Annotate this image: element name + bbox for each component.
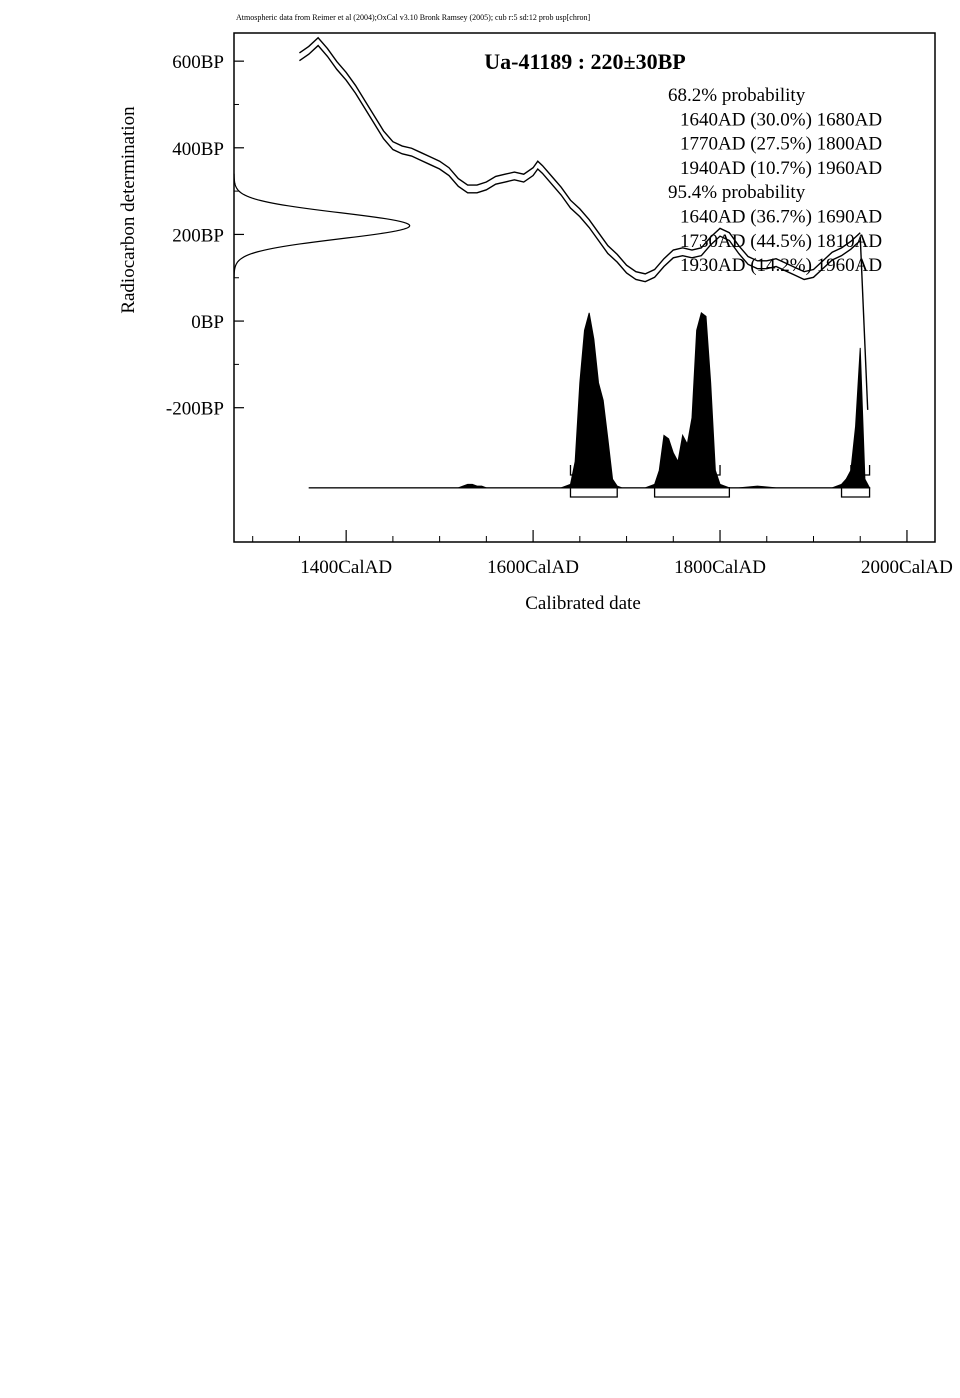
x-tick-label: 1800CalAD [674, 557, 766, 578]
range-bracket-68 [691, 465, 721, 476]
range-bracket-95 [840, 487, 871, 498]
measurement-distribution [233, 173, 411, 278]
legend-heading: 95.4% probability [668, 182, 806, 203]
chart-marks [233, 36, 871, 498]
legend-range: 1730AD (44.5%) 1810AD [680, 231, 882, 252]
legend-range: 1770AD (27.5%) 1800AD [680, 134, 882, 155]
legend-range: 1640AD (36.7%) 1690AD [680, 207, 882, 228]
x-tick-label: 1400CalAD [300, 557, 392, 578]
x-axis-title: Calibrated date [525, 593, 641, 614]
y-axis-title: Radiocarbon determination [118, 106, 139, 314]
range-bracket-68 [569, 465, 609, 476]
legend-range: 1930AD (14.2%) 1960AD [680, 255, 882, 276]
range-bracket-95 [569, 487, 618, 498]
x-axis: 1400CalAD 1600CalAD 1800CalAD 2000CalAD [252, 530, 953, 578]
x-tick-label: 1600CalAD [487, 557, 579, 578]
range-bracket-68 [850, 465, 871, 476]
chart-title: Ua-41189 : 220±30BP [484, 49, 686, 74]
y-tick-label: -200BP [166, 399, 224, 420]
y-tick-label: 600BP [172, 52, 224, 73]
calibrated-probability-area [308, 312, 871, 489]
header-note: Atmospheric data from Reimer et al (2004… [236, 13, 590, 22]
y-tick-label: 400BP [172, 139, 224, 160]
x-tick-label: 2000CalAD [861, 557, 953, 578]
y-tick-label: 200BP [172, 225, 224, 246]
plot-frame [233, 32, 936, 543]
legend-range: 1640AD (30.0%) 1680AD [680, 109, 882, 130]
calibration-curve-lower [299, 44, 861, 283]
calibration-curve-tail [859, 236, 869, 410]
calibration-curve-upper [299, 36, 861, 275]
y-axis: 600BP 400BP 200BP 0BP -200BP [166, 52, 244, 420]
range-bracket-95 [653, 487, 731, 498]
y-tick-label: 0BP [191, 312, 224, 333]
legend-heading: 68.2% probability [668, 85, 806, 106]
legend-range: 1940AD (10.7%) 1960AD [680, 158, 882, 179]
